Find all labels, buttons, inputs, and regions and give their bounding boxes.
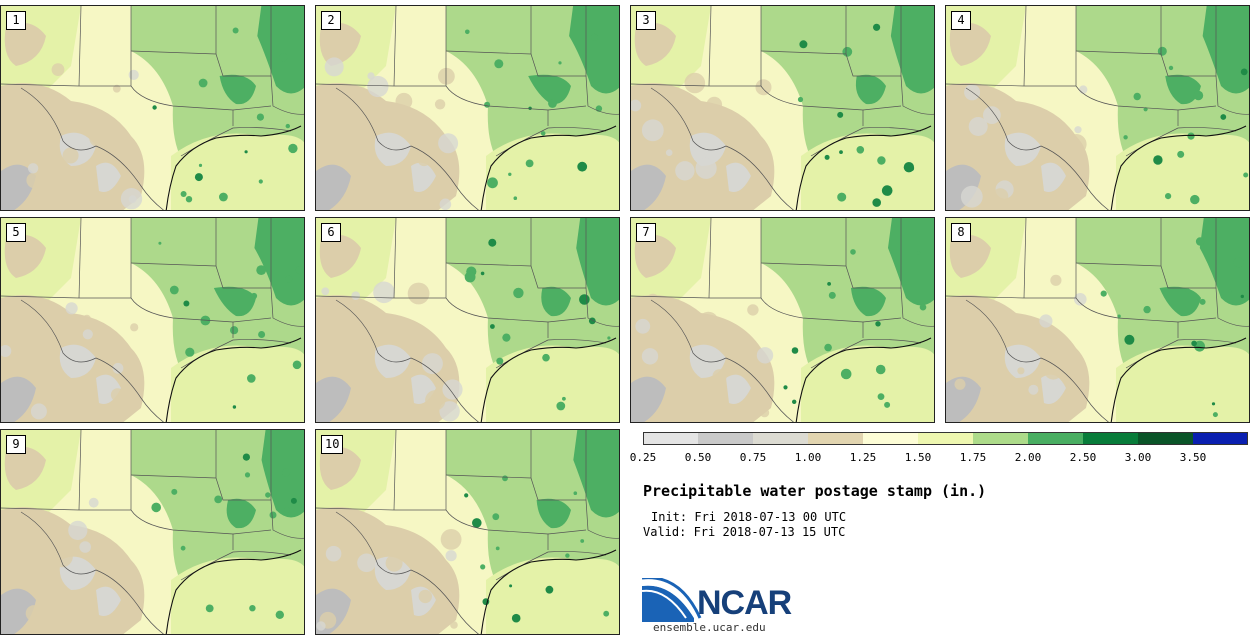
- map-panel: 5: [0, 217, 305, 423]
- panel-number-label: 5: [6, 223, 26, 242]
- map-panel: 10: [315, 429, 620, 635]
- panel-number-label: 8: [951, 223, 971, 242]
- colorbar-tick-label: 1.50: [904, 451, 932, 464]
- colorbar-swatch: [808, 432, 864, 445]
- map-panel: 1: [0, 5, 305, 211]
- colorbar-tick-label: 1.00: [794, 451, 822, 464]
- map-panel: 6: [315, 217, 620, 423]
- panel-number-label: 4: [951, 11, 971, 30]
- colorbar-swatch: [973, 432, 1029, 445]
- chart-title: Precipitable water postage stamp (in.): [643, 482, 987, 500]
- colorbar-tick-label: 0.75: [739, 451, 767, 464]
- colorbar-swatch: [643, 432, 699, 445]
- colorbar-swatch: [1028, 432, 1084, 445]
- map-panel: 2: [315, 5, 620, 211]
- ncar-logo-icon: [642, 578, 702, 622]
- colorbar-swatch: [863, 432, 919, 445]
- panel-number-label: 1: [6, 11, 26, 30]
- panel-number-label: 9: [6, 435, 26, 454]
- panel-number-label: 6: [321, 223, 341, 242]
- panel-number-label: 7: [636, 223, 656, 242]
- init-time: Init: Fri 2018-07-13 00 UTC: [651, 510, 847, 524]
- map-panel: 8: [945, 217, 1250, 423]
- map-panel: 7: [630, 217, 935, 423]
- colorbar-tick-label: 1.25: [849, 451, 877, 464]
- colorbar-swatch: [1193, 432, 1248, 445]
- colorbar-swatch: [1138, 432, 1194, 445]
- colorbar-tick-label: 1.75: [959, 451, 987, 464]
- valid-time: Valid: Fri 2018-07-13 15 UTC: [643, 525, 846, 539]
- colorbar-swatch: [918, 432, 974, 445]
- map-panel: 3: [630, 5, 935, 211]
- map-panel: 4: [945, 5, 1250, 211]
- panel-number-label: 10: [321, 435, 344, 454]
- colorbar-swatch: [698, 432, 754, 445]
- panel-number-label: 2: [321, 11, 341, 30]
- colorbar-tick-label: 3.50: [1179, 451, 1207, 464]
- colorbar-tick-label: 2.50: [1069, 451, 1097, 464]
- colorbar-swatch: [1083, 432, 1139, 445]
- colorbar-tick-label: 2.00: [1014, 451, 1042, 464]
- panel-number-label: 3: [636, 11, 656, 30]
- map-panel: 9: [0, 429, 305, 635]
- colorbar-tick-label: 3.00: [1124, 451, 1152, 464]
- colorbar: [643, 432, 1248, 445]
- colorbar-tick-label: 0.25: [629, 451, 657, 464]
- ncar-logo-text: NCAR: [697, 584, 792, 622]
- colorbar-tick-label: 0.50: [684, 451, 712, 464]
- website-url: ensemble.ucar.edu: [653, 621, 766, 634]
- colorbar-swatch: [753, 432, 809, 445]
